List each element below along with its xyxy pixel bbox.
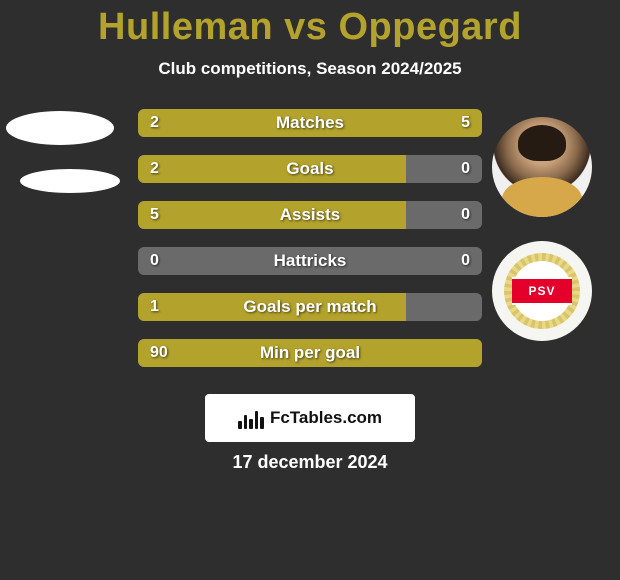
stat-label: Goals bbox=[138, 155, 482, 183]
stat-label: Assists bbox=[138, 201, 482, 229]
team-right-badge-core: PSV bbox=[512, 261, 572, 321]
date-text: 17 december 2024 bbox=[0, 452, 620, 473]
team-right-badge-ring: PSV bbox=[504, 253, 580, 329]
page-title: Hulleman vs Oppegard bbox=[98, 6, 522, 49]
stat-label: Matches bbox=[138, 109, 482, 137]
stat-row: 50Assists bbox=[138, 201, 482, 229]
stat-row: 00Hattricks bbox=[138, 247, 482, 275]
stat-row: 20Goals bbox=[138, 155, 482, 183]
brand-icon bbox=[238, 407, 264, 429]
page-subtitle: Club competitions, Season 2024/2025 bbox=[158, 59, 461, 79]
player-left-avatar bbox=[6, 111, 114, 145]
player-right-avatar bbox=[492, 117, 592, 217]
team-left-badge bbox=[20, 169, 120, 193]
comparison-bars: 25Matches 20Goals 50Assists 00Hattricks 1Goa… bbox=[138, 109, 482, 385]
stat-label: Goals per match bbox=[138, 293, 482, 321]
team-right-badge: PSV bbox=[492, 241, 592, 341]
team-right-badge-label: PSV bbox=[512, 277, 572, 305]
stat-label: Min per goal bbox=[138, 339, 482, 367]
comparison-infographic: Hulleman vs Oppegard Club competitions, … bbox=[0, 0, 620, 580]
brand-badge: FcTables.com bbox=[205, 394, 415, 442]
brand-text: FcTables.com bbox=[270, 408, 382, 428]
stat-row: 25Matches bbox=[138, 109, 482, 137]
stat-row: 90Min per goal bbox=[138, 339, 482, 367]
stat-label: Hattricks bbox=[138, 247, 482, 275]
stat-row: 1Goals per match bbox=[138, 293, 482, 321]
